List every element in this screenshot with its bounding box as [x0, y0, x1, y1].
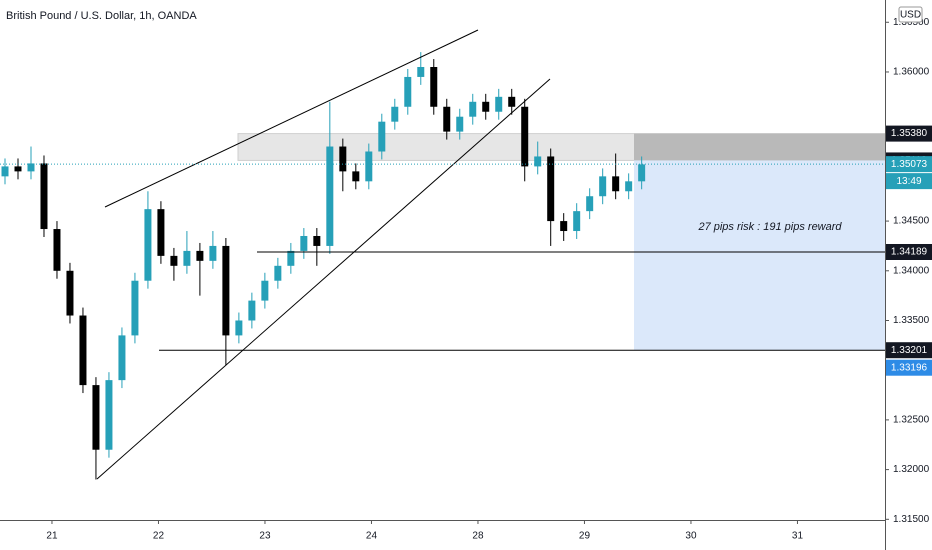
candle-body	[612, 176, 620, 192]
candle-body	[469, 101, 477, 117]
y-tick-label: 1.36000	[893, 67, 930, 78]
candle-body	[443, 106, 451, 132]
countdown: 13:49	[896, 176, 921, 187]
candle-body	[118, 335, 126, 381]
candle-body	[40, 163, 48, 230]
y-tick-label: 1.34500	[893, 216, 930, 227]
candle-body	[508, 96, 516, 107]
candle-body	[326, 146, 334, 246]
candle-body	[27, 163, 35, 172]
reward-box	[634, 160, 885, 351]
candle-body	[222, 245, 230, 336]
price-tag	[886, 156, 932, 173]
candle-body	[417, 67, 425, 77]
candle-body	[183, 250, 191, 266]
price-tag	[886, 125, 932, 142]
x-tick-label: 29	[579, 531, 591, 542]
trend-line	[104, 29, 479, 208]
candle-body	[547, 156, 555, 222]
price-tag	[886, 359, 932, 376]
candle-body	[209, 245, 217, 261]
candle-body	[365, 151, 373, 182]
candle-body	[378, 121, 386, 152]
candle-body	[157, 209, 165, 256]
x-tick-label: 28	[472, 531, 484, 542]
position-boxes: 27 pips risk : 191 pips reward	[237, 133, 886, 351]
position-text: 27 pips risk : 191 pips reward	[697, 221, 842, 233]
candle-body	[274, 265, 282, 281]
candle-body	[586, 196, 594, 212]
price-tag-label: 1.33196	[891, 362, 928, 373]
candle-body	[1, 166, 9, 177]
price-tag-label: 1.35073	[891, 159, 928, 170]
price-tag	[886, 342, 932, 359]
price-tag-label: 1.34189	[891, 247, 928, 258]
x-tick-label: 30	[685, 531, 697, 542]
x-tick-label: 24	[366, 531, 378, 542]
y-tick-label: 1.32000	[893, 464, 930, 475]
candle-body	[495, 96, 503, 112]
candle-body	[79, 315, 87, 386]
price-tag-label: 1.33201	[891, 345, 928, 356]
currency-box[interactable]	[898, 6, 923, 23]
candle-body	[339, 146, 347, 172]
countdown-tag	[886, 173, 932, 190]
chart-title: British Pound / U.S. Dollar, 1h, OANDA	[6, 10, 197, 22]
candle-body	[625, 181, 633, 192]
candle-body	[105, 380, 113, 450]
candle-body	[638, 164, 646, 182]
candle-body	[391, 106, 399, 122]
candle-body	[560, 221, 568, 232]
candle-body	[235, 320, 243, 336]
price-tags: 1.353801.351101.3507313:491.341891.33201…	[886, 125, 932, 376]
candle-body	[131, 280, 139, 336]
currency[interactable]: USD	[900, 10, 921, 21]
candle-body	[196, 250, 204, 261]
candle-body	[92, 385, 100, 450]
candle-body	[352, 171, 360, 182]
candle-body	[404, 76, 412, 107]
price-tag	[886, 243, 932, 260]
candle-body	[599, 176, 607, 197]
candle-body	[53, 229, 61, 271]
candle-body	[170, 255, 178, 266]
candle-body	[287, 250, 295, 266]
candle-body	[66, 270, 74, 316]
x-tick-label: 31	[792, 531, 804, 542]
y-tick-label: 1.34000	[893, 265, 930, 276]
drawings	[0, 29, 885, 480]
price-tag-label: 1.35380	[891, 128, 928, 139]
risk-box	[634, 133, 885, 161]
candle-body	[482, 101, 490, 112]
candle-body	[300, 235, 308, 251]
x-tick-label: 23	[259, 531, 271, 542]
candle-body	[248, 300, 256, 321]
y-tick-label: 1.32500	[893, 415, 930, 426]
candle-body	[261, 280, 269, 301]
y-tick-label: 1.33500	[893, 315, 930, 326]
candle-body	[430, 67, 438, 107]
candle-body	[534, 156, 542, 167]
candle-body	[144, 209, 152, 281]
candle-body	[456, 116, 464, 132]
y-tick-label: 1.31500	[893, 514, 930, 525]
candle-body	[573, 211, 581, 232]
x-tick-label: 22	[153, 531, 165, 542]
candle-body	[14, 166, 22, 172]
candle-body	[521, 106, 529, 167]
candle-body	[313, 235, 321, 246]
x-tick-label: 21	[46, 531, 58, 542]
trend-line	[96, 78, 551, 480]
candles	[1, 52, 646, 480]
